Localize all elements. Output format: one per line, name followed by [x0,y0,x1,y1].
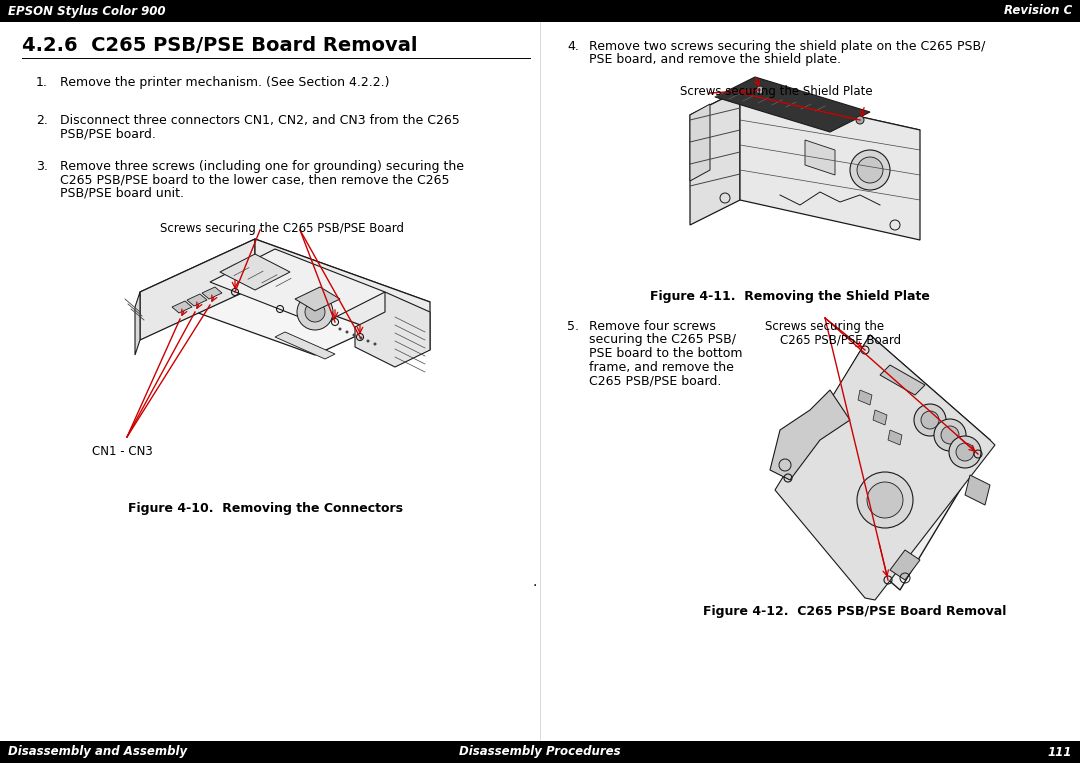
Polygon shape [770,390,850,480]
Text: Disconnect three connectors CN1, CN2, and CN3 from the C265: Disconnect three connectors CN1, CN2, an… [60,114,460,127]
Text: securing the C265 PSB/: securing the C265 PSB/ [589,333,735,346]
Text: frame, and remove the: frame, and remove the [589,360,734,374]
Circle shape [352,333,355,336]
Polygon shape [805,140,835,175]
Circle shape [374,343,377,346]
Bar [0,741,1080,763]
Polygon shape [255,239,430,350]
Polygon shape [690,90,920,155]
Text: Figure 4-11.  Removing the Shield Plate: Figure 4-11. Removing the Shield Plate [650,290,930,303]
Text: Remove two screws securing the shield plate on the C265 PSB/: Remove two screws securing the shield pl… [589,40,985,53]
Polygon shape [690,90,740,225]
Polygon shape [210,249,384,325]
Text: .: . [532,575,537,589]
Circle shape [941,426,959,444]
Text: PSE board, and remove the shield plate.: PSE board, and remove the shield plate. [589,53,841,66]
Polygon shape [220,254,291,290]
Text: Remove four screws: Remove four screws [589,320,716,333]
Polygon shape [172,301,192,313]
Polygon shape [202,287,222,299]
Polygon shape [140,239,430,355]
Polygon shape [775,335,995,600]
Text: Revision C: Revision C [1003,5,1072,18]
Text: 4.2.6  C265 PSB/PSE Board Removal: 4.2.6 C265 PSB/PSE Board Removal [22,36,418,55]
Circle shape [346,330,349,333]
Polygon shape [140,239,255,340]
Text: Remove the printer mechanism. (See Section 4.2.2.): Remove the printer mechanism. (See Secti… [60,76,390,89]
Text: CN1 - CN3: CN1 - CN3 [92,445,152,458]
Circle shape [934,419,966,451]
Circle shape [956,443,974,461]
Circle shape [338,327,341,330]
Text: Disassembly and Assembly: Disassembly and Assembly [8,745,187,758]
Circle shape [360,336,363,340]
Polygon shape [715,77,870,132]
Text: Figure 4-12.  C265 PSB/PSE Board Removal: Figure 4-12. C265 PSB/PSE Board Removal [703,605,1007,618]
Text: 3.: 3. [36,160,48,173]
Circle shape [867,482,903,518]
Circle shape [949,436,981,468]
Text: PSB/PSE board unit.: PSB/PSE board unit. [60,187,184,200]
Text: Remove three screws (including one for grounding) securing the: Remove three screws (including one for g… [60,160,464,173]
Circle shape [850,150,890,190]
Polygon shape [295,287,340,311]
Circle shape [756,86,764,94]
Polygon shape [858,390,872,405]
Text: C265 PSB/PSE board to the lower case, then remove the C265: C265 PSB/PSE board to the lower case, th… [60,173,449,186]
Text: 4.: 4. [567,40,579,53]
Polygon shape [355,292,430,367]
Text: Screws securing the: Screws securing the [765,320,885,333]
Circle shape [297,294,333,330]
Circle shape [858,157,883,183]
Circle shape [914,404,946,436]
Text: C265 PSB/PSE Board: C265 PSB/PSE Board [780,333,901,346]
Text: 2.: 2. [36,114,48,127]
Text: 1.: 1. [36,76,48,89]
Polygon shape [135,292,140,355]
Circle shape [856,116,864,124]
Polygon shape [873,410,887,425]
Polygon shape [740,90,920,240]
Polygon shape [880,365,924,395]
Text: Disassembly Procedures: Disassembly Procedures [459,745,621,758]
Circle shape [921,411,939,429]
Polygon shape [275,332,335,359]
Text: EPSON Stylus Color 900: EPSON Stylus Color 900 [8,5,165,18]
Polygon shape [888,430,902,445]
Polygon shape [966,475,990,505]
Text: C265 PSB/PSE board.: C265 PSB/PSE board. [589,374,721,387]
Circle shape [305,302,325,322]
Text: Screws securing the C265 PSB/PSE Board: Screws securing the C265 PSB/PSE Board [160,222,404,235]
Text: PSB/PSE board.: PSB/PSE board. [60,127,156,140]
Circle shape [858,472,913,528]
Circle shape [366,340,369,343]
Text: Screws securing the Shield Plate: Screws securing the Shield Plate [680,85,873,98]
Polygon shape [780,335,990,590]
Polygon shape [690,104,710,181]
Polygon shape [187,294,207,306]
Text: 5.: 5. [567,320,579,333]
Text: PSE board to the bottom: PSE board to the bottom [589,347,743,360]
Text: 111: 111 [1048,745,1072,758]
Bar [0,0,1080,22]
Polygon shape [890,550,920,580]
Text: Figure 4-10.  Removing the Connectors: Figure 4-10. Removing the Connectors [127,502,403,515]
